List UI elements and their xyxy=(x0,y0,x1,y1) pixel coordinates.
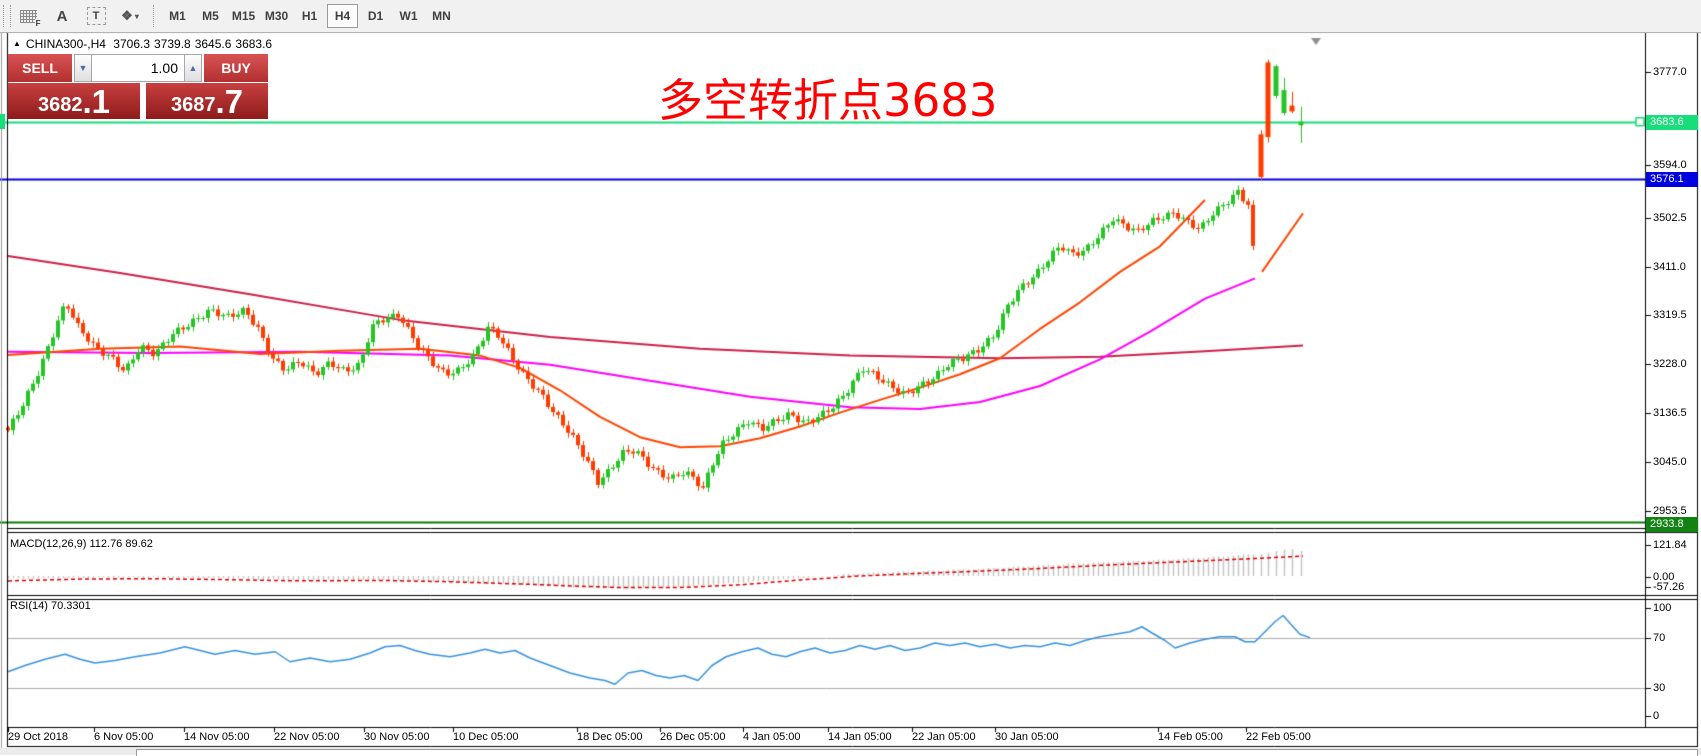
timeframe-m1-button[interactable]: M1 xyxy=(169,9,186,23)
time-axis-label: 14 Jan 05:00 xyxy=(828,731,892,743)
text-label-icon[interactable]: A xyxy=(49,4,75,28)
time-axis-label: 18 Dec 05:00 xyxy=(577,731,643,743)
macd-axis-label: 0.00 xyxy=(1653,571,1675,583)
sell-button[interactable]: SELL xyxy=(8,54,72,82)
timeframe-mn-button[interactable]: MN xyxy=(432,9,451,23)
price-axis-label: 3777.0 xyxy=(1653,66,1687,78)
ohlc-close: 3683.6 xyxy=(235,37,273,51)
rsi-axis-label: 100 xyxy=(1653,602,1672,614)
status-strip xyxy=(0,748,1701,756)
timeframe-h4-button[interactable]: H4 xyxy=(327,4,358,28)
price-tag: 3576.1 xyxy=(1646,172,1698,187)
price-axis-label: 3411.0 xyxy=(1653,261,1686,273)
time-axis-label: 29 Oct 2018 xyxy=(8,731,68,743)
sell-price-main: 3682 xyxy=(37,94,83,116)
sell-price-pip: .1 xyxy=(82,83,111,120)
price-axis-label: 3136.5 xyxy=(1653,407,1687,419)
status-strip-inner xyxy=(136,749,1698,756)
price-axis-label: 3502.5 xyxy=(1653,212,1687,224)
rsi-axis-label: 70 xyxy=(1653,632,1666,644)
rsi-axis-label: 0 xyxy=(1653,710,1660,722)
timeframe-h1-button[interactable]: H1 xyxy=(301,9,318,23)
time-axis-label: 6 Nov 05:00 xyxy=(94,731,154,743)
buy-button[interactable]: BUY xyxy=(204,54,268,82)
time-axis-label: 14 Feb 05:00 xyxy=(1158,731,1223,743)
price-tag: 2933.8 xyxy=(1646,517,1698,532)
grid-icon: F xyxy=(19,9,41,28)
time-axis-label: 4 Jan 05:00 xyxy=(743,731,801,743)
collapse-triangle-icon[interactable]: ▲ xyxy=(13,39,21,48)
time-axis-label: 22 Feb 05:00 xyxy=(1246,731,1311,743)
timeframe-m5-button[interactable]: M5 xyxy=(202,9,219,23)
timeframe-m30-button[interactable]: M30 xyxy=(264,9,289,23)
indicators-grid-icon[interactable]: F xyxy=(15,4,41,28)
price-axis-label: 3594.0 xyxy=(1653,159,1687,171)
time-axis-label: 14 Nov 05:00 xyxy=(184,731,250,743)
price-tag: 3683.6 xyxy=(1646,115,1698,130)
grid-icon-letter: F xyxy=(34,18,41,28)
letter-t-icon: T xyxy=(86,7,106,25)
macd-axis-label: -57.26 xyxy=(1653,581,1685,593)
timeframe-m15-button[interactable]: M15 xyxy=(231,9,256,23)
time-axis-label: 22 Jan 05:00 xyxy=(912,731,976,743)
time-axis-label: 26 Dec 05:00 xyxy=(660,731,726,743)
buy-price-main: 3687 xyxy=(170,94,216,116)
toolbar-separator xyxy=(153,5,155,27)
time-axis-label: 10 Dec 05:00 xyxy=(453,731,519,743)
one-click-trade-panel: SELL ▼ ▲ BUY 3682.1 3687.7 xyxy=(8,54,268,119)
timeframe-w1-button[interactable]: W1 xyxy=(399,9,418,23)
time-axis-label: 22 Nov 05:00 xyxy=(274,731,340,743)
price-axis-label: 2953.5 xyxy=(1653,505,1687,517)
timeframe-d1-button[interactable]: D1 xyxy=(367,9,384,23)
ohlc-open: 3706.3 xyxy=(113,37,150,51)
annotation-text: 多空转折点3683 xyxy=(658,74,998,127)
toolbar-grip[interactable] xyxy=(3,5,11,27)
macd-pane-label: MACD(12,26,9) 112.76 89.62 xyxy=(10,538,153,550)
price-axis-label: 3228.0 xyxy=(1653,358,1687,370)
toolbar: F A T ❖ ▾ M1 M5 M15 M30 H1 H4 D1 W1 MN xyxy=(0,0,1701,33)
chevron-down-icon: ▾ xyxy=(134,11,139,21)
buy-price-pip: .7 xyxy=(215,83,244,120)
symbol-label: CHINA300-,H4 xyxy=(25,37,106,51)
volume-decrease-button[interactable]: ▼ xyxy=(74,54,92,82)
ohlc-high: 3739.8 xyxy=(154,37,191,51)
volume-increase-button[interactable]: ▲ xyxy=(184,54,202,82)
volume-input[interactable] xyxy=(92,54,184,82)
text-box-icon[interactable]: T xyxy=(83,4,109,28)
time-axis-label: 30 Nov 05:00 xyxy=(364,731,430,743)
sell-price-button[interactable]: 3682.1 xyxy=(8,83,140,119)
ohlc-low: 3645.6 xyxy=(194,37,232,51)
draw-objects-icon[interactable]: ❖ ▾ xyxy=(117,4,143,28)
letter-a-icon: A xyxy=(56,7,68,25)
objects-icon: ❖ xyxy=(121,8,133,23)
buy-price-button[interactable]: 3687.7 xyxy=(146,83,268,119)
time-axis-label: 30 Jan 05:00 xyxy=(995,731,1059,743)
rsi-pane-label: RSI(14) 70.3301 xyxy=(10,600,91,612)
price-axis-label: 3319.5 xyxy=(1653,309,1687,321)
rsi-axis-label: 30 xyxy=(1653,682,1666,694)
chart-title: ▲ CHINA300-,H4 3706.3 3739.8 3645.6 3683.6 xyxy=(13,37,276,51)
macd-axis-label: 121.84 xyxy=(1653,539,1687,551)
price-axis-label: 3045.0 xyxy=(1653,456,1687,468)
current-price-line-left-mark xyxy=(0,114,5,129)
